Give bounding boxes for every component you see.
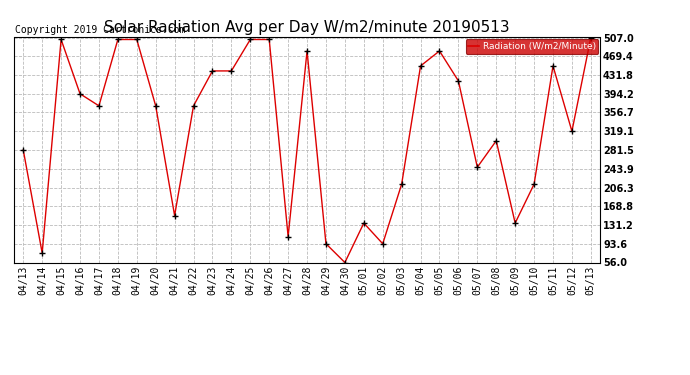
Legend: Radiation (W/m2/Minute): Radiation (W/m2/Minute): [466, 39, 598, 54]
Text: Copyright 2019 Cartronics.com: Copyright 2019 Cartronics.com: [15, 25, 186, 35]
Title: Solar Radiation Avg per Day W/m2/minute 20190513: Solar Radiation Avg per Day W/m2/minute …: [104, 20, 510, 35]
